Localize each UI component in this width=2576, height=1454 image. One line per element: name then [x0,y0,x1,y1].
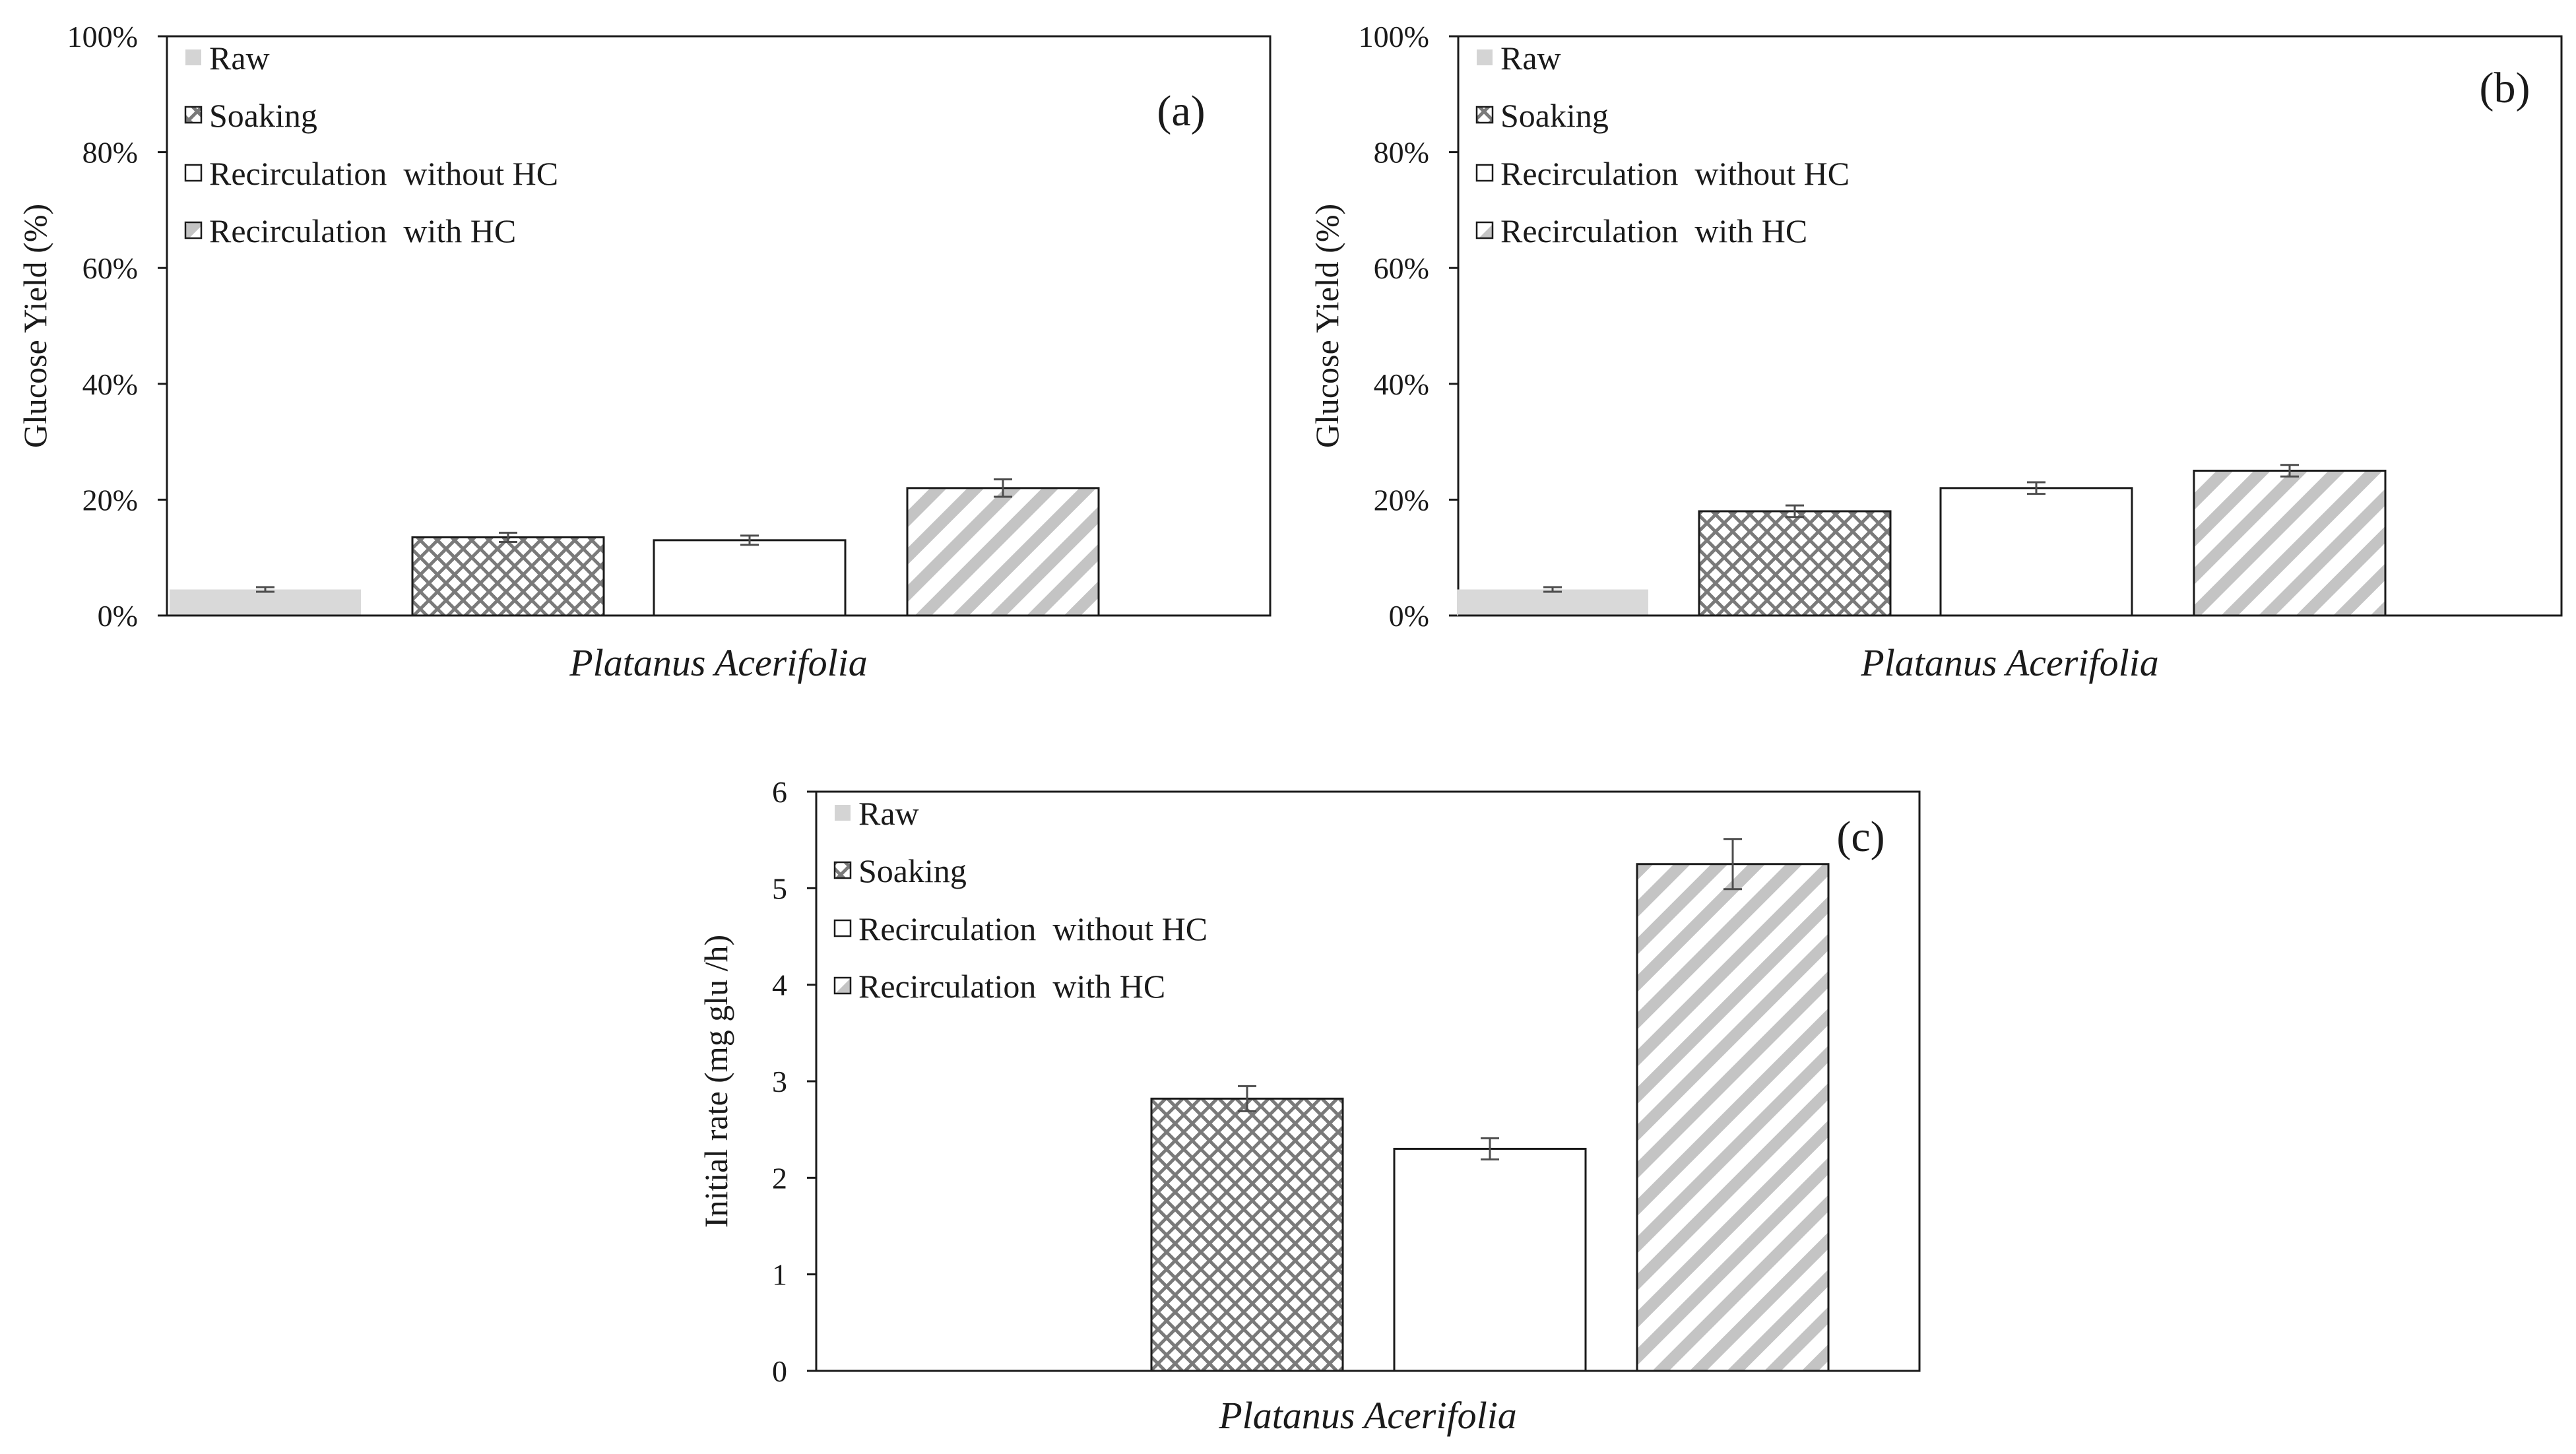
bar-3 [653,539,847,617]
plot-frame [166,35,1272,617]
legend-label: Recirculation without HC [1500,155,1850,192]
legend-label: Raw [1500,40,1561,77]
y-tick-label: 80% [1374,136,1429,170]
error-bar-3 [1481,1137,1499,1161]
legend-label: Recirculation without HC [858,910,1208,947]
y-tick-label: 80% [82,136,138,170]
legend-item-2: Soaking [833,852,967,889]
error-bar-2 [499,531,517,543]
y-tick-label: 0% [1389,599,1429,633]
y-tick-label: 20% [82,483,138,517]
legend-item-3: Recirculation without HC [184,155,558,192]
legend-swatch [833,976,852,995]
legend-swatch [184,164,203,182]
y-tick-label: 5 [772,871,787,905]
y-tick-label: 6 [772,775,787,809]
legend-item-4: Recirculation with HC [184,212,516,249]
legend-label: Soaking [858,852,967,889]
y-tick-label: 100% [1359,20,1429,53]
error-bar-3 [740,534,759,546]
bar-2 [1150,1097,1344,1372]
chart-panel-3: 0 1 2 3 4 5 6 Initial rate (mg glu /h) Platanus … [697,775,1921,1437]
legend-label: Raw [858,795,919,832]
error-bar-2 [1238,1085,1256,1112]
bar-3 [1393,1147,1587,1372]
error-bar-4 [994,478,1012,498]
error-bar-4 [1723,838,1742,891]
y-tick-label: 60% [1374,251,1429,285]
legend-item-1: Raw [835,795,919,832]
legend-swatch [1477,49,1493,65]
legend-label: Raw [209,40,270,77]
legend-item-3: Recirculation without HC [833,910,1208,947]
error-bar-1 [1543,586,1562,593]
y-tick-label: 0 [772,1354,787,1388]
error-bar-1 [256,586,274,593]
bar-1 [170,589,361,616]
legend-swatch [185,49,201,65]
bar-3 [1939,487,2133,617]
legend-label: Soaking [1500,97,1609,134]
legend: Raw Soaking Recirculation without HC Recirc… [833,795,1208,1005]
legend: Raw Soaking Recirculation without HC Recirc… [184,40,558,249]
y-tick-label: 40% [1374,367,1429,401]
legend-swatch [833,919,852,937]
bar-4 [906,487,1100,617]
y-tick-label: 0% [98,599,138,633]
legend-item-1: Raw [1477,40,1561,77]
x-axis-label: Platanus Acerifolia [1218,1394,1517,1437]
legend-label: Recirculation with HC [1500,212,1807,249]
panel-label: (a) [1157,87,1205,135]
y-tick-label: 4 [772,968,787,1002]
legend-swatch [1475,164,1494,182]
legend-item-4: Recirculation with HC [833,968,1165,1005]
y-tick-label: 2 [772,1161,787,1195]
legend-item-4: Recirculation with HC [1475,212,1807,249]
y-tick-label: 1 [772,1258,787,1292]
bar-2 [411,536,605,617]
x-axis-label: Platanus Acerifolia [1860,641,2159,684]
panel-label: (b) [2480,64,2530,112]
legend-swatch [184,221,203,239]
chart-panel-2: 0% 20% 40% 60% 80% 100% Glucose Yield (%) Plata… [1308,20,2563,684]
legend-label: Recirculation with HC [209,212,516,249]
error-bar-2 [1786,504,1804,519]
legend-item-2: Soaking [1475,97,1609,134]
legend-swatch [833,861,852,879]
bar-2 [1698,510,1892,617]
legend-swatch [1475,106,1494,124]
bar-4 [2193,470,2387,617]
legend-label: Recirculation with HC [858,968,1165,1005]
legend-swatch [835,805,851,821]
y-axis-label: Glucose Yield (%) [1308,204,1345,448]
error-bar-4 [2280,464,2299,478]
bar-1 [1457,589,1648,616]
y-tick-label: 100% [67,20,138,53]
bar-4 [1636,863,1830,1372]
y-tick-label: 3 [772,1065,787,1098]
y-tick-label: 20% [1374,483,1429,517]
y-axis-label: Initial rate (mg glu /h) [697,935,734,1228]
error-bar-3 [2027,481,2045,495]
x-axis-label: Platanus Acerifolia [569,641,868,684]
chart-panel-1: 0% 20% 40% 60% 80% 100% Glucose Yield (%) Plata… [16,20,1272,684]
y-tick-label: 60% [82,251,138,285]
legend-swatch [184,106,203,124]
legend-item-1: Raw [185,40,270,77]
legend-item-2: Soaking [184,97,317,134]
y-axis-label: Glucose Yield (%) [16,204,53,448]
y-tick-label: 40% [82,367,138,401]
legend-swatch [1475,221,1494,239]
legend: Raw Soaking Recirculation without HC Recirc… [1475,40,1850,249]
legend-label: Soaking [209,97,317,134]
panel-label: (c) [1836,813,1884,861]
legend-item-3: Recirculation without HC [1475,155,1850,192]
legend-label: Recirculation without HC [209,155,558,192]
